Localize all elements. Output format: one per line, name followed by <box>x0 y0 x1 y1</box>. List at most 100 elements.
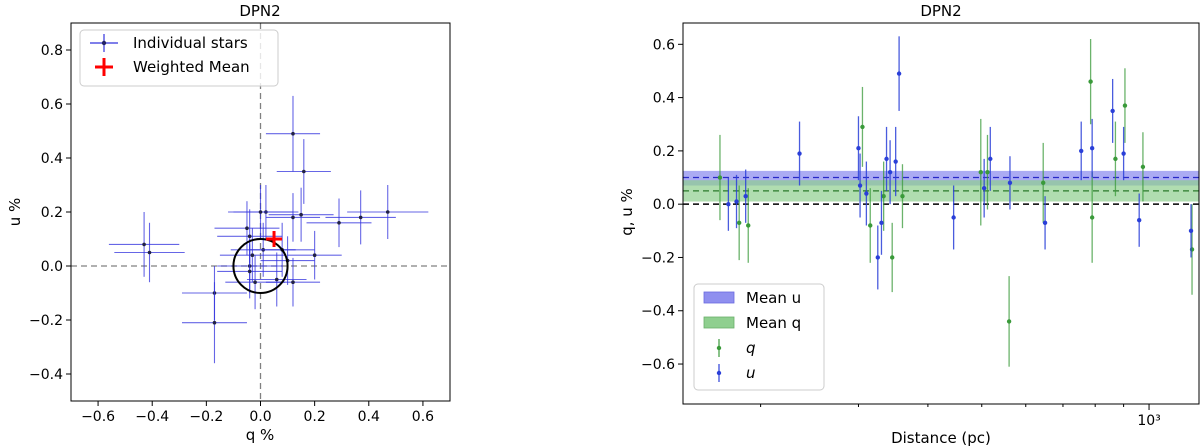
q-point <box>1089 172 1095 263</box>
u-marker <box>797 151 802 156</box>
x-tick-label: 10³ <box>1137 413 1160 429</box>
u-marker <box>857 183 863 188</box>
x-tick-label: −0.4 <box>135 409 169 425</box>
u-marker <box>875 255 880 260</box>
q-marker <box>746 223 751 228</box>
legend-mean-u-label: Mean u <box>746 289 801 307</box>
u-marker <box>1079 148 1084 154</box>
right-y-axis-label: q, u % <box>618 188 636 236</box>
q-point <box>868 188 873 263</box>
left-circle-and-mean <box>232 231 289 294</box>
left-chart-title: DPN2 <box>239 2 280 20</box>
u-marker <box>864 191 869 196</box>
legend-individual-stars-label: Individual stars <box>133 34 248 52</box>
q-point <box>900 164 905 229</box>
q-marker <box>1122 103 1128 108</box>
u-point <box>875 225 880 290</box>
u-point <box>884 126 889 191</box>
q-marker <box>1006 319 1012 324</box>
u-point <box>887 140 893 205</box>
x-tick-label: −0.6 <box>81 409 115 425</box>
y-tick-label: 0.0 <box>653 197 675 213</box>
star-point <box>306 198 372 248</box>
q-point <box>1006 276 1012 367</box>
star-marker <box>274 277 279 282</box>
q-marker <box>1113 156 1118 162</box>
legend-mean-u-swatch <box>703 291 735 304</box>
y-tick-label: 0.4 <box>653 91 675 107</box>
star-point <box>217 244 283 299</box>
u-point <box>797 121 802 186</box>
q-marker <box>736 220 742 226</box>
reference-circle <box>232 238 289 294</box>
legend-u-marker <box>716 364 722 382</box>
right-plot-frame <box>682 22 1200 405</box>
q-point <box>889 222 895 293</box>
q-point <box>1140 132 1146 202</box>
q-marker <box>881 193 886 199</box>
q-point <box>1122 68 1128 143</box>
u-marker <box>1007 180 1013 186</box>
u-point <box>1110 78 1115 143</box>
right-u-points <box>726 36 1194 290</box>
left-x-ticks: −0.6 −0.4 −0.2 0.0 0.2 0.4 0.6 <box>81 401 434 425</box>
star-marker <box>385 210 390 214</box>
legend-q-marker <box>716 339 722 357</box>
u-marker <box>743 193 748 199</box>
left-x-axis-label: q % <box>246 426 275 444</box>
u-point <box>743 169 748 223</box>
star-marker <box>212 320 217 325</box>
u-marker <box>726 201 731 207</box>
u-point <box>951 185 956 250</box>
right-x-axis-label: Distance (pc) <box>891 429 991 447</box>
u-marker <box>893 159 898 164</box>
y-tick-label: 0.8 <box>41 43 63 59</box>
u-point <box>726 177 731 231</box>
u-point <box>896 36 902 111</box>
q-marker <box>1140 164 1146 170</box>
x-tick-label: 0.4 <box>358 409 380 425</box>
legend-mean-q-swatch <box>703 316 735 329</box>
y-tick-label: 0.6 <box>653 37 675 53</box>
u-point <box>1007 156 1013 210</box>
left-y-axis-label: u % <box>6 198 24 227</box>
q-marker <box>860 124 865 130</box>
star-point <box>225 255 285 310</box>
q-marker <box>985 170 990 175</box>
right-chart-title: DPN2 <box>920 2 961 20</box>
x-tick-label: 0.6 <box>412 409 434 425</box>
u-point <box>734 174 739 229</box>
star-point <box>181 282 247 364</box>
q-marker <box>978 170 983 175</box>
u-marker <box>1121 151 1126 156</box>
star-marker <box>247 269 252 274</box>
q-marker <box>1088 79 1093 84</box>
star-marker <box>358 215 363 220</box>
x-tick-label: 0.0 <box>249 409 271 425</box>
left-chart-panel: DPN2 −0.6 −0.4 −0.2 0.0 0.2 0.4 0.6 −0.4 −0.2 0.… <box>6 2 451 444</box>
u-point <box>1079 121 1084 181</box>
legend-mean-q-label: Mean q <box>746 314 801 332</box>
u-point <box>1089 118 1095 178</box>
u-marker <box>856 146 861 151</box>
legend-individual-stars-marker <box>90 34 118 52</box>
y-tick-label: −0.2 <box>641 250 675 266</box>
u-marker <box>1042 220 1048 226</box>
y-tick-label: 0.2 <box>41 205 63 221</box>
x-tick-label: −0.2 <box>189 409 223 425</box>
q-point <box>881 161 886 231</box>
left-y-ticks: −0.4 −0.2 0.0 0.2 0.4 0.6 0.8 <box>29 43 71 383</box>
q-marker <box>1041 180 1046 186</box>
star-point <box>219 228 285 283</box>
legend-u-label: u <box>746 364 756 382</box>
u-point <box>1188 204 1194 258</box>
q-marker <box>889 255 895 260</box>
u-point <box>981 158 987 218</box>
q-marker <box>868 223 873 228</box>
star-point <box>287 230 342 280</box>
star-point <box>347 185 429 239</box>
star-point <box>276 139 331 204</box>
u-marker <box>988 156 993 162</box>
star-point <box>325 190 396 245</box>
star-marker <box>291 280 295 285</box>
